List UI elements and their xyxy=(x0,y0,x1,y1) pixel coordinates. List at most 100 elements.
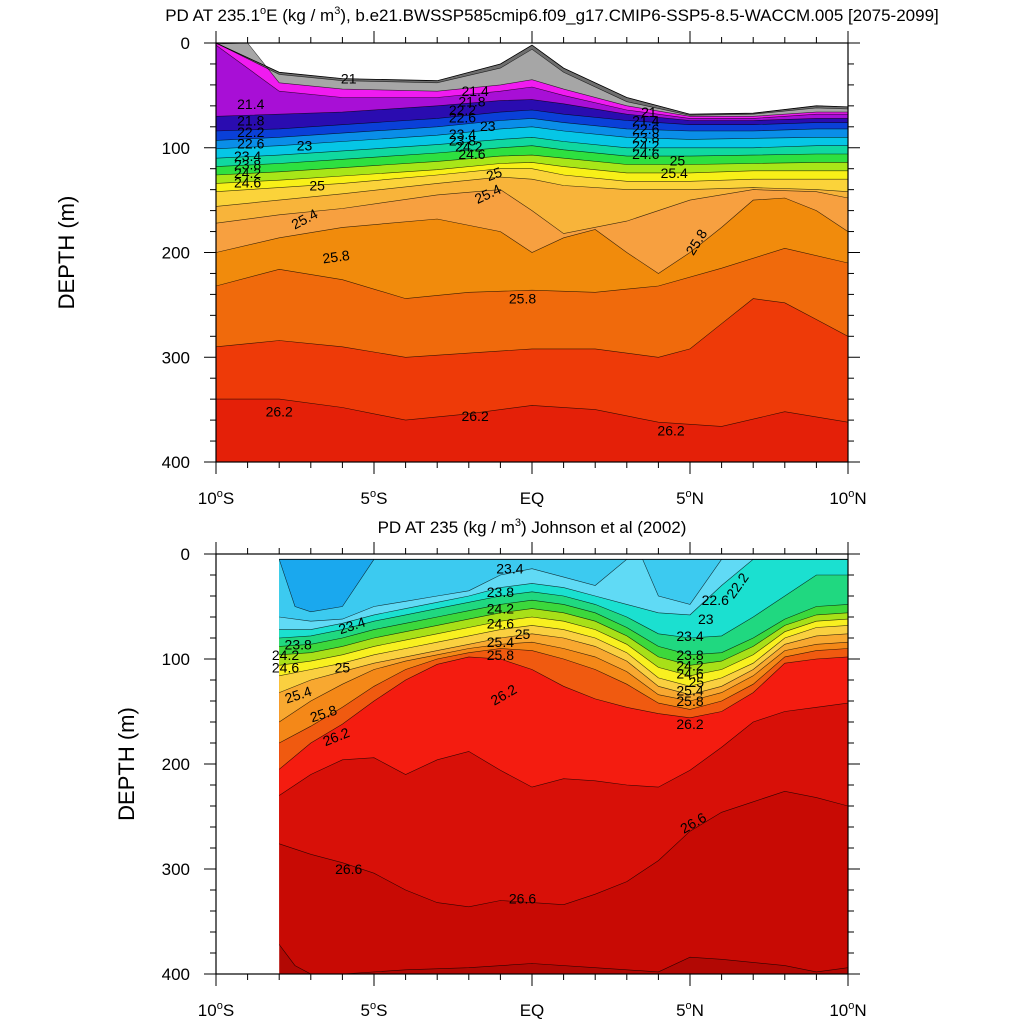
contour-band xyxy=(216,43,848,119)
data-top-edge xyxy=(216,43,848,115)
x-tick-label: 10oN xyxy=(829,1000,866,1020)
contour-label: 23.8 xyxy=(632,129,659,145)
contour-label: 21.8 xyxy=(458,94,485,110)
contour-label: 21.4 xyxy=(237,96,264,112)
y-tick-label: 200 xyxy=(162,244,190,263)
contour-line xyxy=(278,944,848,974)
contour-label: 23.4 xyxy=(449,126,476,142)
contour-label: 25 xyxy=(484,164,504,184)
contour-label: 23.4 xyxy=(676,628,703,644)
contour-label: 22.6 xyxy=(449,109,476,125)
contour-line xyxy=(216,126,848,150)
contour-label: 22.6 xyxy=(702,592,729,608)
contour-label: 23.8 xyxy=(676,647,703,663)
x-tick-label: 5oN xyxy=(676,488,704,508)
y-tick-label: 300 xyxy=(162,348,190,367)
contour-label: 23.4 xyxy=(496,561,523,577)
contour-label: 25 xyxy=(670,152,686,168)
contour-label: 24.6 xyxy=(458,146,485,162)
contour-line xyxy=(216,197,848,274)
contour-label: 24.6 xyxy=(632,146,659,162)
panel-bottom: 23.423.824.224.62525.425.826.223.423.824… xyxy=(114,517,867,1020)
contour-label: 21 xyxy=(641,104,657,120)
contour-label: 23.4 xyxy=(234,148,261,164)
contour-line xyxy=(216,44,848,119)
x-tick-label: 5oS xyxy=(361,488,388,508)
contour-label: 22.2 xyxy=(237,124,264,140)
x-tick-label: 10oN xyxy=(829,488,866,508)
y-axis-label: DEPTH (m) xyxy=(54,196,79,310)
contour-label: 24.2 xyxy=(234,165,261,181)
contour-label: 23.8 xyxy=(234,157,261,173)
contour-label: 24.6 xyxy=(676,666,703,682)
contour-label: 22.6 xyxy=(237,136,264,152)
contour-label: 23 xyxy=(698,611,714,627)
contour-label: 25 xyxy=(309,177,325,193)
contour-line xyxy=(216,99,848,121)
contour-label: 23.8 xyxy=(285,636,312,652)
contour-line xyxy=(216,162,848,184)
contour-label: 25.4 xyxy=(661,165,688,181)
y-tick-label: 100 xyxy=(162,139,190,158)
contour-label: 22.6 xyxy=(632,121,659,137)
contour-label: 24.2 xyxy=(272,647,299,663)
y-tick-label: 200 xyxy=(162,755,190,774)
contour-line xyxy=(216,189,848,234)
x-tick-label: 10oS xyxy=(198,488,234,508)
y-tick-label: 400 xyxy=(162,453,190,472)
contour-label: 23.8 xyxy=(449,132,476,148)
contour-label: 23 xyxy=(297,138,313,154)
y-tick-label: 0 xyxy=(181,545,190,564)
contour-line xyxy=(216,154,848,176)
contour-line xyxy=(216,136,848,159)
contour-label: 25.8 xyxy=(509,291,536,307)
contour-label: 26.2 xyxy=(676,716,703,732)
contour-label: 24.2 xyxy=(676,657,703,673)
contour-line xyxy=(279,648,848,744)
contour-label: 26.2 xyxy=(461,408,488,424)
chart-title: PD AT 235.1oE (kg / m3), b.e21.BWSSP585c… xyxy=(165,5,939,25)
x-tick-label: EQ xyxy=(520,1001,545,1020)
contour-label: 25 xyxy=(515,626,531,642)
contour-line xyxy=(279,625,848,687)
contour-band xyxy=(216,43,848,116)
contour-label: 23.8 xyxy=(487,584,514,600)
contour-line xyxy=(216,145,848,167)
contour-line xyxy=(279,633,848,696)
x-tick-label: 5oN xyxy=(676,1000,704,1020)
contour-label: 26.6 xyxy=(509,890,536,906)
contour-line xyxy=(216,43,848,117)
contour-label: 21 xyxy=(341,71,357,87)
contour-label: 23 xyxy=(480,118,496,134)
y-tick-label: 0 xyxy=(181,34,190,53)
contour-label: 21.4 xyxy=(461,83,488,99)
y-tick-label: 400 xyxy=(162,965,190,984)
contour-label: 24.6 xyxy=(234,174,261,190)
contour-line xyxy=(279,616,848,677)
contour-label: 25 xyxy=(689,674,705,690)
contour-line xyxy=(216,43,848,116)
contour-line xyxy=(279,608,848,666)
x-tick-label: 10oS xyxy=(198,1000,234,1020)
plot-area: 23.423.824.224.62525.425.826.223.423.824… xyxy=(272,558,848,974)
contour-label: 26.6 xyxy=(335,861,362,877)
contour-label: 21.4 xyxy=(632,113,659,129)
contour-label: 22.2 xyxy=(449,102,476,118)
contour-label: 25.8 xyxy=(676,693,703,709)
contour-line xyxy=(216,168,848,192)
contour-label: 26.2 xyxy=(266,404,293,420)
y-tick-label: 300 xyxy=(162,860,190,879)
x-tick-label: EQ xyxy=(520,489,545,508)
contour-label: 25 xyxy=(335,659,351,675)
contour-label: 24.2 xyxy=(632,138,659,154)
contour-band xyxy=(279,559,848,612)
x-tick-label: 5oS xyxy=(361,1000,388,1020)
contour-line xyxy=(279,656,848,770)
contour-line xyxy=(279,790,848,908)
contour-label: 24.6 xyxy=(487,615,514,631)
contour-label: 25.8 xyxy=(487,647,514,663)
contour-line xyxy=(216,109,848,132)
